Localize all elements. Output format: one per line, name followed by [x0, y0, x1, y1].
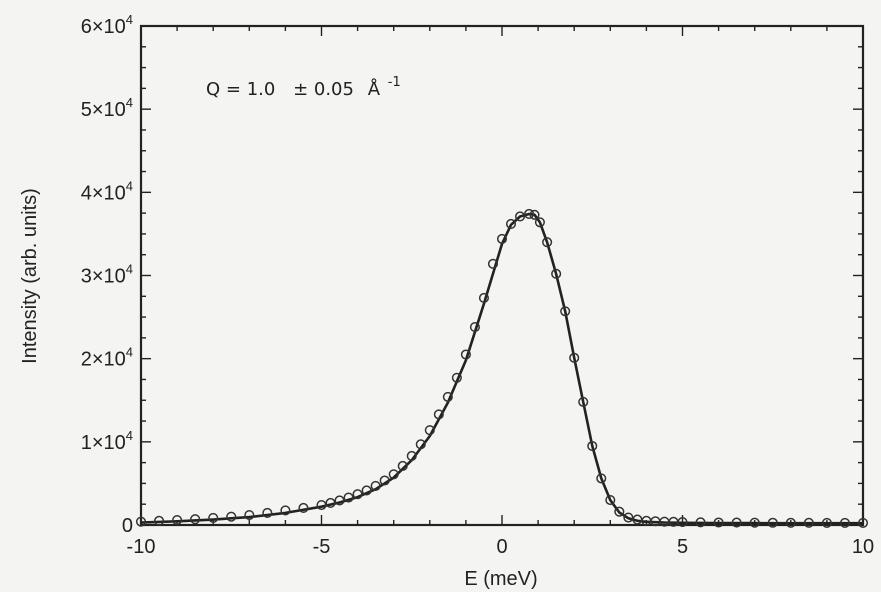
data-point: [343, 492, 354, 503]
data-point: [623, 512, 634, 523]
unit-label: Å: [368, 78, 381, 100]
data-point: [388, 469, 399, 480]
data-point: [280, 505, 291, 516]
series-layer: [135, 208, 869, 528]
plot-area: [139, 24, 865, 527]
data-point: [487, 258, 499, 269]
x-tick-label: 0: [496, 536, 507, 558]
fit-line: [140, 212, 863, 525]
data-point: [316, 499, 327, 511]
y-tick-label: 5×104: [81, 95, 133, 121]
x-tick-label: 5: [677, 536, 688, 558]
y-tick-label: 3×104: [81, 262, 133, 288]
y-tick-mantissa: 4×10: [81, 182, 126, 204]
data-point: [560, 306, 571, 317]
x-tick-label: -5: [313, 536, 331, 558]
data-point: [551, 268, 562, 279]
data-point: [334, 495, 345, 506]
data-point: [352, 489, 363, 500]
data-point: [524, 208, 535, 220]
data-point: [460, 349, 471, 360]
data-point: [785, 517, 796, 528]
data-point: [451, 372, 462, 383]
y-axis-label: Intensity (arb. units): [19, 188, 41, 364]
data-point: [569, 352, 580, 363]
data-point: [713, 517, 724, 528]
data-point: [529, 209, 540, 220]
data-point: [379, 475, 390, 486]
data-point: [244, 509, 255, 521]
data-point: [325, 497, 336, 509]
data-point: [605, 495, 616, 506]
data-point: [361, 485, 372, 496]
y-tick-mantissa: 3×10: [81, 266, 126, 288]
data-point: [677, 517, 688, 528]
data-point: [172, 514, 183, 526]
y-tick-exponent: 4: [126, 345, 133, 360]
y-tick-exponent: 4: [126, 95, 133, 110]
data-point: [433, 409, 444, 420]
data-point: [505, 218, 517, 229]
data-point: [587, 440, 598, 452]
x-axis-label: E (meV): [464, 568, 537, 590]
y-tick-label: 6×104: [81, 12, 133, 38]
data-point: [803, 517, 814, 528]
data-point: [596, 473, 607, 484]
y-tick-exponent: 4: [126, 428, 133, 443]
data-point: [749, 517, 760, 528]
data-point: [857, 517, 869, 528]
data-point: [614, 506, 625, 517]
data-point: [226, 511, 237, 522]
data-point: [154, 515, 165, 526]
data-point: [731, 517, 742, 528]
data-point: [262, 507, 273, 518]
axis-ticks: [140, 25, 864, 526]
data-point: [298, 502, 309, 514]
q-label: Q = 1.0: [206, 79, 275, 100]
data-point: [415, 439, 426, 450]
pm-label: ± 0.05: [293, 79, 354, 100]
y-tick-label: 0: [122, 515, 133, 537]
data-point: [190, 514, 201, 525]
data-point: [135, 516, 147, 527]
y-tick-label: 1×104: [81, 428, 133, 454]
data-point: [534, 217, 545, 228]
x-tick-label: -10: [127, 536, 156, 558]
data-point: [767, 517, 778, 528]
exponent-label: -1: [388, 75, 401, 90]
data-point: [370, 480, 381, 491]
data-point: [478, 292, 490, 304]
y-tick-mantissa: 2×10: [81, 349, 126, 371]
x-tick-label: 10: [852, 536, 874, 558]
y-tick-mantissa: 6×10: [81, 16, 126, 38]
y-tick-label: 4×104: [81, 178, 133, 204]
data-point: [442, 391, 453, 402]
data-point: [515, 211, 526, 222]
plot-frame: [139, 24, 865, 527]
y-tick-exponent: 4: [126, 12, 133, 27]
q-annotation: Q = 1.0 ± 0.05 Å -1: [206, 75, 401, 100]
data-point: [496, 233, 508, 244]
data-point: [397, 460, 408, 472]
data-point: [469, 322, 480, 333]
data-point: [542, 237, 553, 248]
y-tick-mantissa: 1×10: [81, 432, 126, 454]
data-point: [821, 517, 832, 528]
data-point: [578, 396, 589, 407]
y-tick-exponent: 4: [126, 178, 133, 193]
y-tick-label: 2×104: [81, 345, 133, 371]
data-point: [424, 425, 435, 436]
data-point: [208, 512, 219, 523]
y-tick-mantissa: 5×10: [81, 99, 126, 121]
data-point: [839, 517, 851, 528]
y-tick-exponent: 4: [126, 262, 133, 277]
data-point: [406, 450, 417, 462]
x-tick-labels: -10 -5 0 5 10: [127, 536, 875, 558]
data-point: [695, 517, 706, 528]
